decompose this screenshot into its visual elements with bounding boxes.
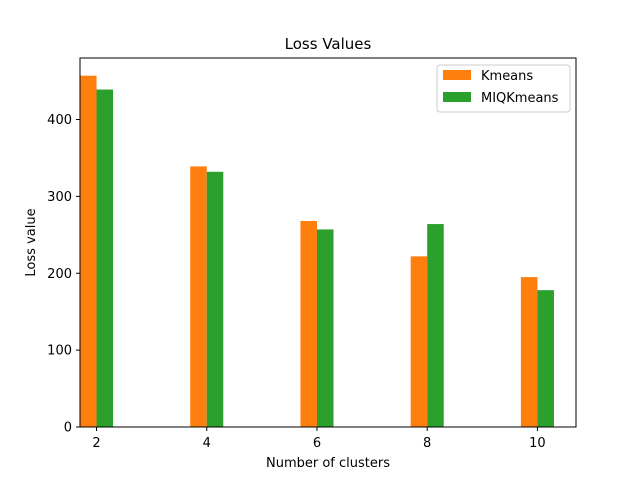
- legend: Kmeans MIQKmeans: [436, 64, 571, 113]
- y-tick-label: 100: [47, 344, 72, 359]
- x-tick-label: 2: [92, 436, 100, 451]
- bar-miqkmeans-2: [96, 89, 114, 428]
- y-tick-label: 400: [47, 113, 72, 128]
- bar-kmeans-6: [300, 220, 317, 427]
- x-axis-ticks: 2 4 6 8 10: [92, 427, 546, 451]
- bar-kmeans-2: [80, 75, 97, 428]
- legend-label-kmeans: Kmeans: [481, 69, 533, 84]
- y-tick-label: 0: [64, 421, 72, 436]
- y-tick-label: 300: [47, 190, 72, 205]
- x-axis-label: Number of clusters: [266, 456, 390, 471]
- bar-miqkmeans-10: [537, 290, 554, 427]
- y-axis-label: Loss value: [24, 208, 39, 276]
- x-tick-label: 6: [313, 436, 321, 451]
- bar-miqkmeans-4: [206, 171, 224, 427]
- legend-swatch-miqkmeans: [443, 92, 471, 102]
- y-tick-label: 200: [47, 267, 72, 282]
- bars: [80, 75, 554, 428]
- x-tick-label: 10: [529, 436, 546, 451]
- bar-miqkmeans-6: [316, 229, 334, 427]
- bar-kmeans-10: [520, 277, 538, 427]
- x-tick-label: 8: [423, 436, 431, 451]
- bar-miqkmeans-8: [427, 224, 444, 427]
- y-axis-ticks: 0 100 200 300 400: [47, 113, 80, 436]
- legend-swatch-kmeans: [443, 70, 471, 80]
- legend-label-miqkmeans: MIQKmeans: [481, 91, 559, 106]
- x-tick-label: 4: [203, 436, 211, 451]
- bar-kmeans-4: [190, 166, 207, 428]
- chart-title: Loss Values: [285, 35, 372, 53]
- plot-frame: [79, 57, 577, 428]
- bar-kmeans-8: [410, 256, 428, 427]
